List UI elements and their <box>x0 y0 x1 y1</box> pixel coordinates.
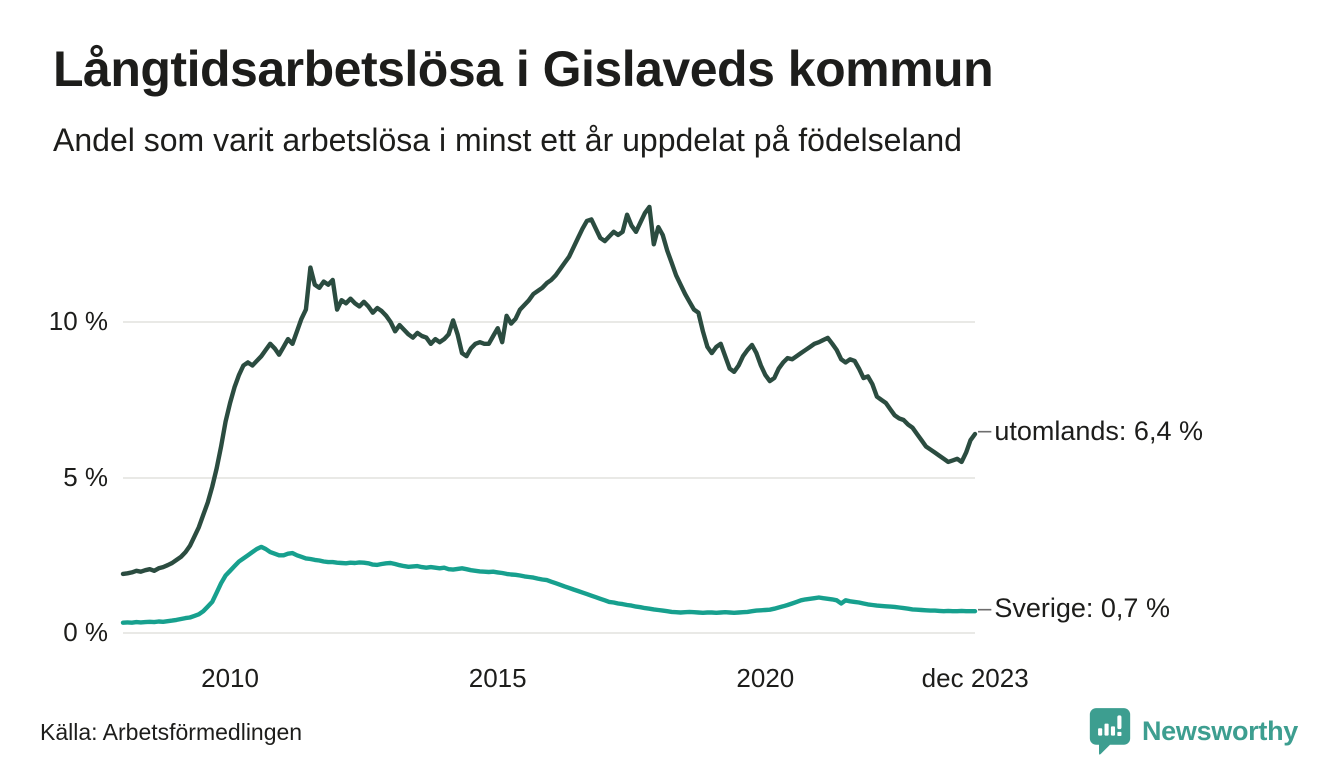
newsworthy-wordmark: Newsworthy <box>1141 715 1298 746</box>
newsworthy-logo[interactable]: Newsworthy <box>1088 706 1298 756</box>
x-tick-label: 2020 <box>736 663 795 693</box>
x-tick-label: 2010 <box>201 663 259 693</box>
chart-subtitle: Andel som varit arbetslösa i minst ett å… <box>53 122 962 158</box>
y-tick-label: 0 % <box>63 617 108 647</box>
series-end-label-text: Sverige: 0,7 % <box>994 593 1170 624</box>
series-line-utomlands <box>120 204 978 577</box>
x-tick-label: dec 2023 <box>921 663 1029 693</box>
series-end-label-text: utomlands: 6,4 % <box>994 415 1203 446</box>
label-tick-dash: – <box>978 594 992 622</box>
y-tick-label: 5 % <box>63 461 108 492</box>
gridline-0 <box>123 632 975 634</box>
series-end-label-utomlands: – utomlands: 6,4 % <box>978 416 1203 447</box>
newsworthy-logo-icon <box>1088 706 1132 756</box>
chart-title: Långtidsarbetslösa i Gislaveds kommun <box>53 41 994 97</box>
series-line-sverige <box>120 544 978 625</box>
label-tick-dash: – <box>978 417 992 445</box>
x-tick-label: 2015 <box>468 663 527 693</box>
gridline-10 <box>123 321 975 323</box>
source-note: Källa: Arbetsförmedlingen <box>40 719 303 745</box>
series-end-label-sverige: – Sverige: 0,7 % <box>978 593 1170 624</box>
y-tick-label: 10 % <box>48 306 108 336</box>
gridline-5 <box>123 476 975 479</box>
